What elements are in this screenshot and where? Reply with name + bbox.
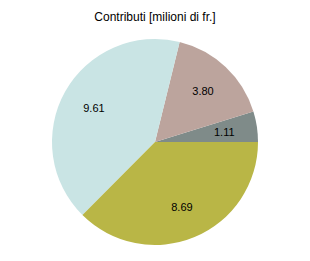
data-label: 3.80 — [192, 85, 213, 97]
data-label: 1.11 — [214, 126, 235, 138]
background — [0, 0, 310, 261]
chart: Contributi [milioni di fr.] 1.11 3.80 9.61 8… — [0, 0, 310, 261]
pie-slice — [82, 142, 258, 245]
title: Contributi [milioni di fr.] — [94, 10, 215, 24]
data-label: 8.69 — [171, 201, 192, 213]
data-labels: 1.11 3.80 9.61 8.69 — [83, 85, 234, 213]
slices — [52, 39, 258, 245]
data-label: 9.61 — [83, 102, 104, 114]
